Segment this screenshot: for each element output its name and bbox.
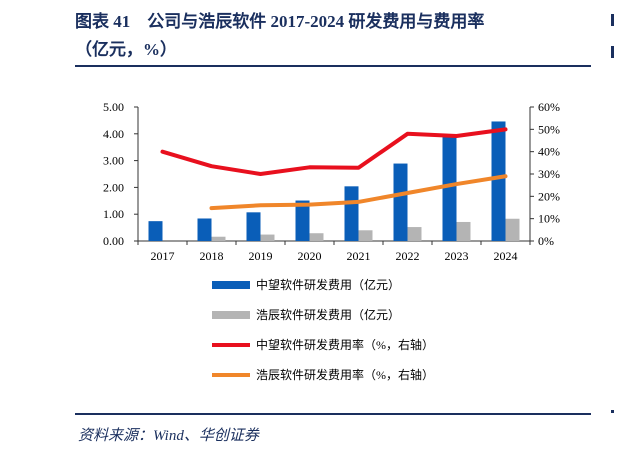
left-tick-label: 3.00 bbox=[103, 154, 124, 168]
chart-svg: 0.00 1.00 2.00 3.00 4.00 5.00 0% 10% 20% 30% 40% 50… bbox=[103, 100, 560, 382]
right-tick-label: 60% bbox=[538, 100, 560, 114]
bar-haochen bbox=[358, 230, 373, 241]
title-line-1: 图表 41 公司与浩辰软件 2017-2024 研发费用与费用率 bbox=[75, 12, 485, 31]
right-tick-label: 20% bbox=[538, 189, 560, 203]
bar-zwsoft bbox=[295, 200, 310, 241]
legend-label: 浩辰软件研发费用率（%，右轴） bbox=[256, 367, 434, 382]
bar-haochen bbox=[309, 233, 324, 241]
right-tick-label: 30% bbox=[538, 167, 560, 181]
bar-zwsoft bbox=[393, 163, 408, 241]
source-rule bbox=[75, 413, 591, 415]
bar-zwsoft bbox=[197, 218, 212, 241]
legend-label: 中望软件研发费用率（%，右轴） bbox=[256, 337, 434, 352]
bar-zwsoft bbox=[246, 212, 261, 241]
bar-haochen bbox=[505, 218, 520, 241]
bar-zwsoft bbox=[148, 221, 163, 241]
x-tick-label: 2024 bbox=[494, 249, 518, 263]
right-tick-label: 50% bbox=[538, 122, 560, 136]
legend-label: 中望软件研发费用（亿元） bbox=[256, 277, 400, 292]
right-tick-label: 10% bbox=[538, 212, 560, 226]
edge-mark bbox=[611, 14, 614, 26]
chart-title: 图表 41 公司与浩辰软件 2017-2024 研发费用与费用率 （亿元，%） bbox=[75, 8, 595, 64]
x-tick-label: 2021 bbox=[347, 249, 371, 263]
bar-haochen bbox=[456, 221, 471, 241]
x-tick-label: 2023 bbox=[445, 249, 469, 263]
x-tick-label: 2022 bbox=[396, 249, 420, 263]
x-tick-label: 2018 bbox=[200, 249, 224, 263]
edge-mark bbox=[611, 46, 614, 58]
title-rule bbox=[75, 65, 591, 67]
left-tick-label: 5.00 bbox=[103, 100, 124, 114]
title-line-2: （亿元，%） bbox=[75, 40, 177, 59]
bar-haochen bbox=[211, 236, 226, 241]
x-tick-label: 2020 bbox=[298, 249, 322, 263]
bar-zwsoft bbox=[344, 186, 359, 241]
bar-haochen bbox=[407, 227, 422, 241]
bar-haochen bbox=[260, 234, 275, 241]
bar-zwsoft bbox=[442, 136, 457, 241]
legend-label: 浩辰软件研发费用（亿元） bbox=[256, 307, 400, 322]
left-tick-label: 4.00 bbox=[103, 127, 124, 141]
right-tick-label: 0% bbox=[538, 234, 554, 248]
right-tick-label: 40% bbox=[538, 145, 560, 159]
source-note: 资料来源：Wind、华创证券 bbox=[78, 428, 259, 444]
x-tick-label: 2017 bbox=[151, 249, 175, 263]
edge-mark bbox=[611, 410, 614, 413]
line-haochen-rate bbox=[209, 174, 508, 211]
bar-zwsoft bbox=[491, 121, 506, 241]
legend-swatch bbox=[212, 281, 250, 289]
x-tick-label: 2019 bbox=[249, 249, 273, 263]
left-tick-label: 2.00 bbox=[103, 180, 124, 194]
legend-swatch bbox=[212, 311, 250, 319]
left-tick-label: 0.00 bbox=[103, 234, 124, 248]
left-tick-label: 1.00 bbox=[103, 207, 124, 221]
line-zwsoft-rate bbox=[160, 127, 508, 176]
